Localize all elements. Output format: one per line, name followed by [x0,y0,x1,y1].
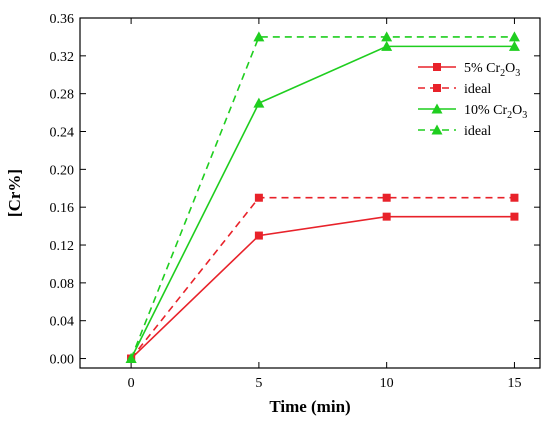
x-tick-label: 10 [380,376,394,391]
y-axis: 0.00 0.04 0.08 0.12 0.16 0.20 0.24 0.28 0.32 0.36 [50,12,540,368]
x-axis-title: Time (min) [269,397,350,416]
y-tick-label: 0.04 [50,315,75,330]
data-point [254,231,263,240]
y-tick-label: 0.28 [50,88,75,103]
x-tick-label: 5 [255,376,262,391]
legend-marker [431,103,443,114]
legend-marker [433,63,441,71]
x-tick-label: 15 [507,376,521,391]
series-line [130,36,515,359]
legend-item: 5% Cr2O3 [418,61,520,79]
series-3 [125,40,520,364]
y-tick-label: 0.12 [50,239,75,254]
y-tick-label: 0.16 [50,201,75,216]
x-tick-label: 0 [128,376,135,391]
y-tick-label: 0.32 [50,50,75,65]
legend-label: 10% Cr2O3 [464,103,527,121]
legend-marker [431,124,443,135]
legend-item: ideal [418,124,491,139]
series-1 [127,212,519,363]
data-point [125,353,137,364]
y-axis-title: [Cr%] [5,169,24,217]
data-point [510,193,519,202]
legend-marker [433,84,441,92]
data-point [254,193,263,202]
y-tick-label: 0.20 [50,163,75,178]
legend-label: ideal [464,124,491,139]
series-line [130,215,515,360]
legend-item: 10% Cr2O3 [418,103,527,121]
series-layer [125,31,520,364]
legend-label: 5% Cr2O3 [464,61,520,79]
data-point [508,31,520,42]
plot-area-frame [79,17,541,369]
y-tick-label: 0.36 [50,12,75,27]
data-point [253,97,265,108]
legend-label: ideal [464,82,491,97]
legend-item: ideal [418,82,491,97]
legend: 5% Cr2O3 ideal 10% Cr2O3 ideal [418,61,527,139]
data-point [508,40,520,51]
series-line [130,45,515,359]
data-point [381,40,393,51]
series-line [130,196,515,360]
data-point [382,193,391,202]
y-tick-label: 0.24 [50,126,75,141]
data-point [510,212,519,221]
data-point [253,31,265,42]
data-point [381,31,393,42]
y-tick-label: 0.08 [50,277,75,292]
data-point [382,212,391,221]
series-4 [125,31,520,364]
y-tick-label: 0.00 [50,353,75,368]
